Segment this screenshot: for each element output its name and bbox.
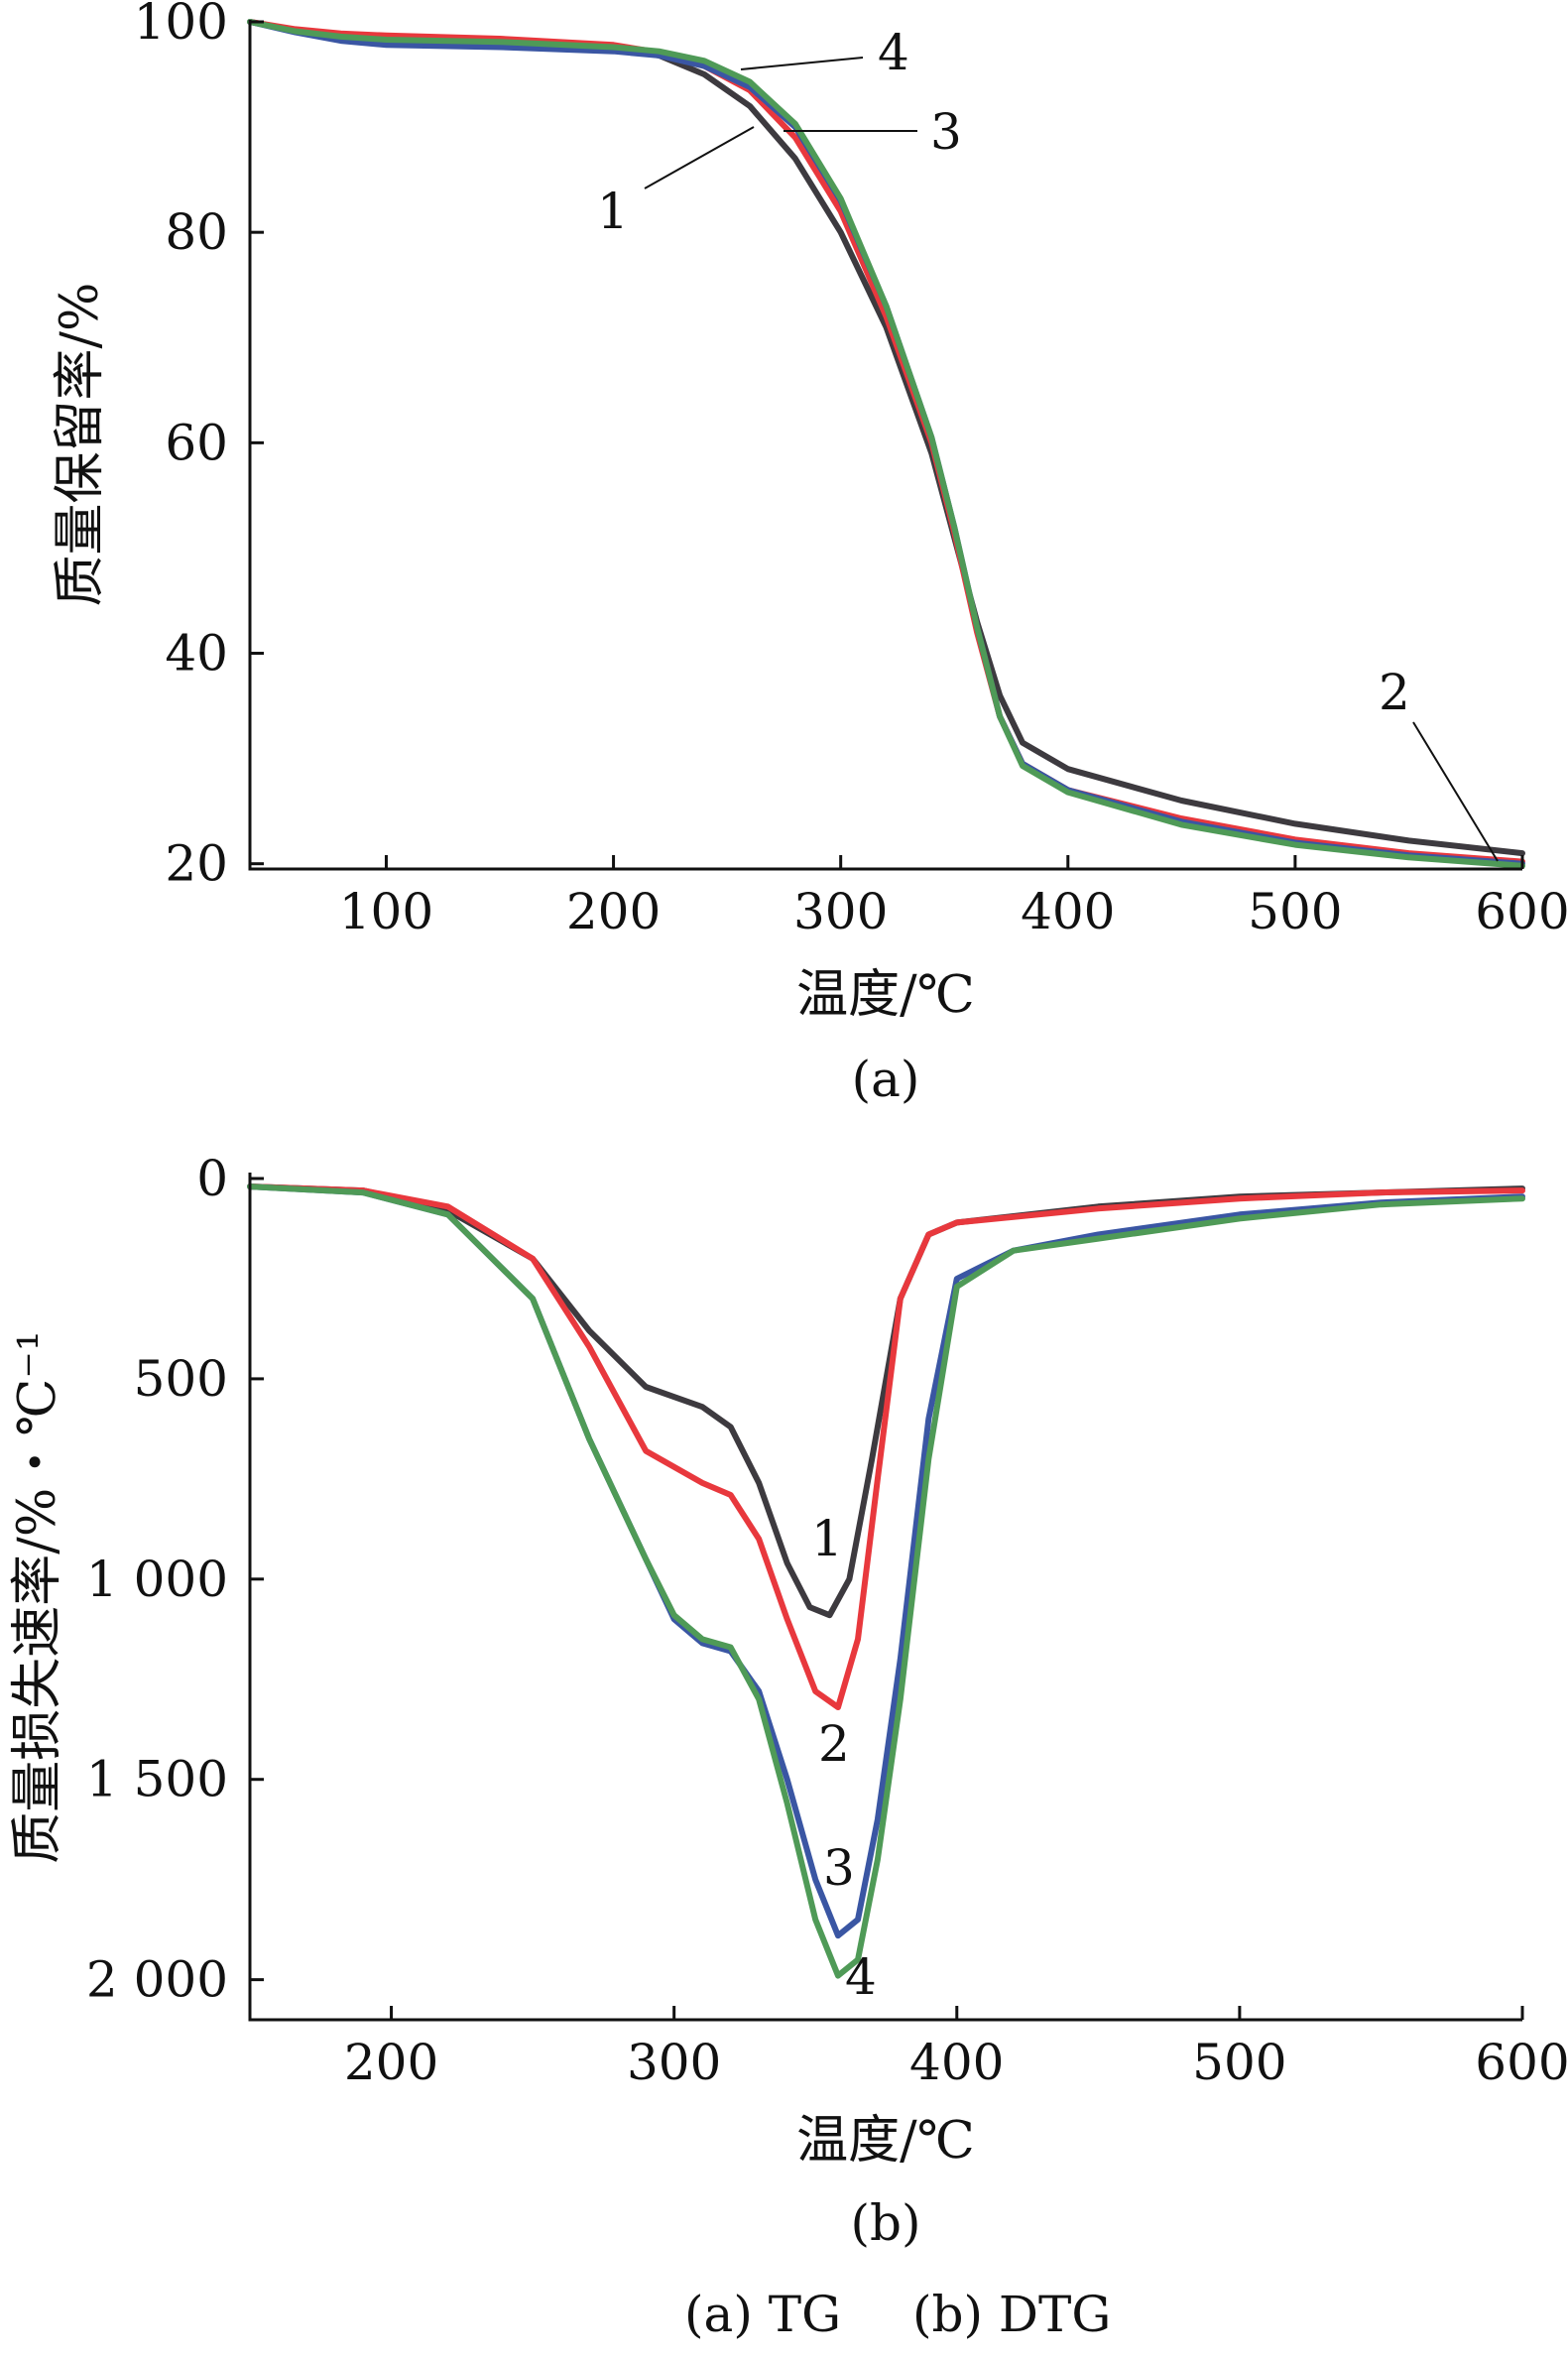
tg-x-tick-label: 600 xyxy=(1475,883,1568,940)
tg-panel-label: (a) xyxy=(852,1051,920,1108)
dtg-curve-label-2: 2 xyxy=(818,1715,850,1773)
dtg-series-line-2 xyxy=(247,1183,1525,1710)
dtg-chart: 200 300 400 500 600 0 500 1 000 1 500 2 000 1 2 3… xyxy=(8,1150,1568,2252)
tg-chart: 100 200 300 400 500 600 20 40 60 80 100 4 3 1 2 温度… xyxy=(51,0,1568,1108)
tg-curve-label-4: 4 xyxy=(878,24,909,81)
dtg-curve-label-3: 3 xyxy=(823,1839,855,1897)
tg-y-tick-label: 80 xyxy=(165,203,228,261)
dtg-x-tick-label: 600 xyxy=(1475,2034,1568,2091)
tg-y-axis-title: 质量保留率/% xyxy=(51,283,110,607)
tg-series-line-2 xyxy=(247,19,1525,865)
dtg-series-group xyxy=(247,1183,1525,1979)
tg-series-line-4 xyxy=(247,19,1525,869)
dtg-x-tick-label: 200 xyxy=(344,2034,438,2091)
dtg-y-tick-label: 2 000 xyxy=(86,1951,228,2009)
dtg-panel-label: (b) xyxy=(850,2194,920,2252)
caption-dtg: (b) DTG xyxy=(912,2286,1111,2343)
tg-y-tick-label: 100 xyxy=(134,0,228,51)
tg-x-tick-label: 300 xyxy=(793,883,888,940)
dtg-curve-labels: 1 2 3 4 xyxy=(811,1510,877,2006)
tg-x-axis-title: 温度/℃ xyxy=(796,965,975,1025)
tg-curve-label-1: 1 xyxy=(597,183,629,240)
tg-x-tick-label: 200 xyxy=(566,883,661,940)
tg-series-group xyxy=(247,19,1525,869)
dtg-y-axis-title: 质量损失速率/%・℃⁻¹ xyxy=(8,1330,67,1863)
tg-series-line-1 xyxy=(247,19,1525,857)
dtg-y-tick-label: 0 xyxy=(196,1150,228,1207)
dtg-series-line-4 xyxy=(247,1183,1525,1979)
dtg-x-tick-label: 300 xyxy=(627,2034,721,2091)
tg-curve-label-2: 2 xyxy=(1379,664,1410,721)
tg-x-tick-label: 400 xyxy=(1021,883,1115,940)
dtg-y-tick-label: 500 xyxy=(134,1350,228,1408)
tg-y-tick-label: 40 xyxy=(165,625,228,683)
tg-leader-4 xyxy=(740,57,864,70)
tg-y-tick-label: 20 xyxy=(165,835,228,893)
tg-series-line-3 xyxy=(247,19,1525,867)
dtg-ticks: 200 300 400 500 600 0 500 1 000 1 500 2 000 xyxy=(86,1150,1568,2091)
caption-tg: (a) TG xyxy=(684,2286,841,2343)
dtg-series-line-3 xyxy=(247,1183,1525,1939)
dtg-x-tick-label: 400 xyxy=(909,2034,1004,2091)
dtg-x-axis-title: 温度/℃ xyxy=(796,2111,975,2171)
dtg-curve-label-1: 1 xyxy=(811,1510,843,1567)
tg-leader-2 xyxy=(1412,721,1499,862)
tg-curve-labels: 4 3 1 2 xyxy=(597,24,1499,862)
dtg-axes xyxy=(248,1173,1522,2022)
dtg-y-tick-label: 1 000 xyxy=(86,1551,228,1608)
tg-curve-label-3: 3 xyxy=(930,103,962,161)
tg-ticks: 100 200 300 400 500 600 20 40 60 80 100 xyxy=(134,0,1568,940)
dtg-y-tick-label: 1 500 xyxy=(86,1751,228,1808)
tg-axes xyxy=(248,20,1522,871)
tg-leader-1 xyxy=(644,126,755,189)
tg-y-tick-label: 60 xyxy=(165,414,228,471)
dtg-x-tick-label: 500 xyxy=(1192,2034,1286,2091)
tg-x-tick-label: 100 xyxy=(339,883,433,940)
dtg-curve-label-4: 4 xyxy=(845,1948,877,2006)
tg-x-tick-label: 500 xyxy=(1248,883,1342,940)
